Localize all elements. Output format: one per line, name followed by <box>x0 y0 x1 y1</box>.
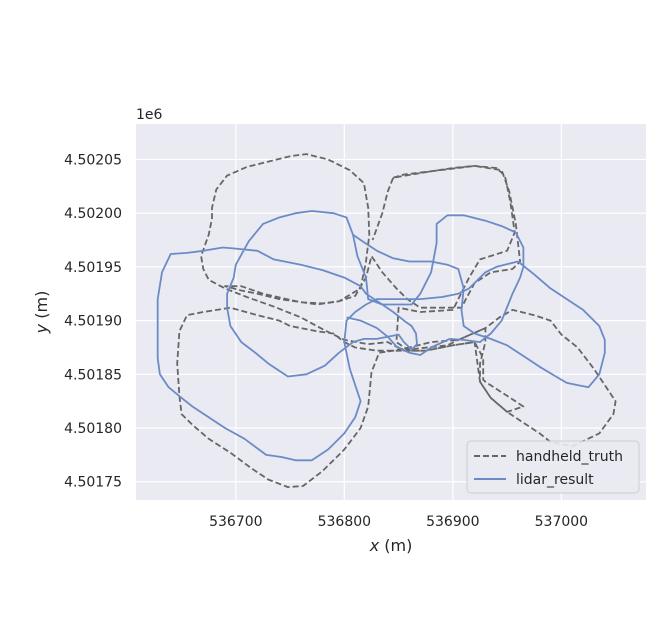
y-axis-label: y (m) <box>32 291 51 335</box>
data-series <box>156 153 617 489</box>
y-tick-label: 4.50180 <box>64 421 122 437</box>
series-line-lidar-result <box>156 210 606 462</box>
y-tick-label: 4.50195 <box>64 260 122 276</box>
series-line-lidar-result <box>346 214 525 356</box>
y-tick-label: 4.50190 <box>64 314 122 330</box>
x-tick-label: 536800 <box>318 514 371 530</box>
y-offset-label: 1e6 <box>136 107 163 123</box>
legend-label-handheld-truth: handheld_truth <box>516 449 623 465</box>
y-tick-label: 4.50185 <box>64 367 122 383</box>
x-axis-label: x (m) <box>369 536 413 555</box>
legend: handheld_truth lidar_result <box>466 440 640 494</box>
x-tick-label: 537000 <box>535 514 588 530</box>
x-axis: 536700 536800 536900 537000 <box>209 514 588 530</box>
y-axis-label-var: y <box>32 323 51 334</box>
legend-box <box>466 440 640 494</box>
x-tick-label: 536700 <box>209 514 262 530</box>
x-axis-label-unit: (m) <box>379 536 412 555</box>
x-tick-label: 536900 <box>426 514 479 530</box>
y-tick-label: 4.50175 <box>64 475 122 491</box>
y-tick-label: 4.50205 <box>64 152 122 168</box>
x-axis-label-var: x <box>369 536 380 555</box>
y-tick-label: 4.50200 <box>64 206 122 222</box>
y-axis: 4.50175 4.50180 4.50185 4.50190 4.50195 4.502… <box>64 152 122 490</box>
grid <box>136 124 646 500</box>
y-axis-label-unit: (m) <box>32 291 51 324</box>
series-line-handheld-truth <box>176 153 617 489</box>
legend-label-lidar-result: lidar_result <box>516 472 594 488</box>
